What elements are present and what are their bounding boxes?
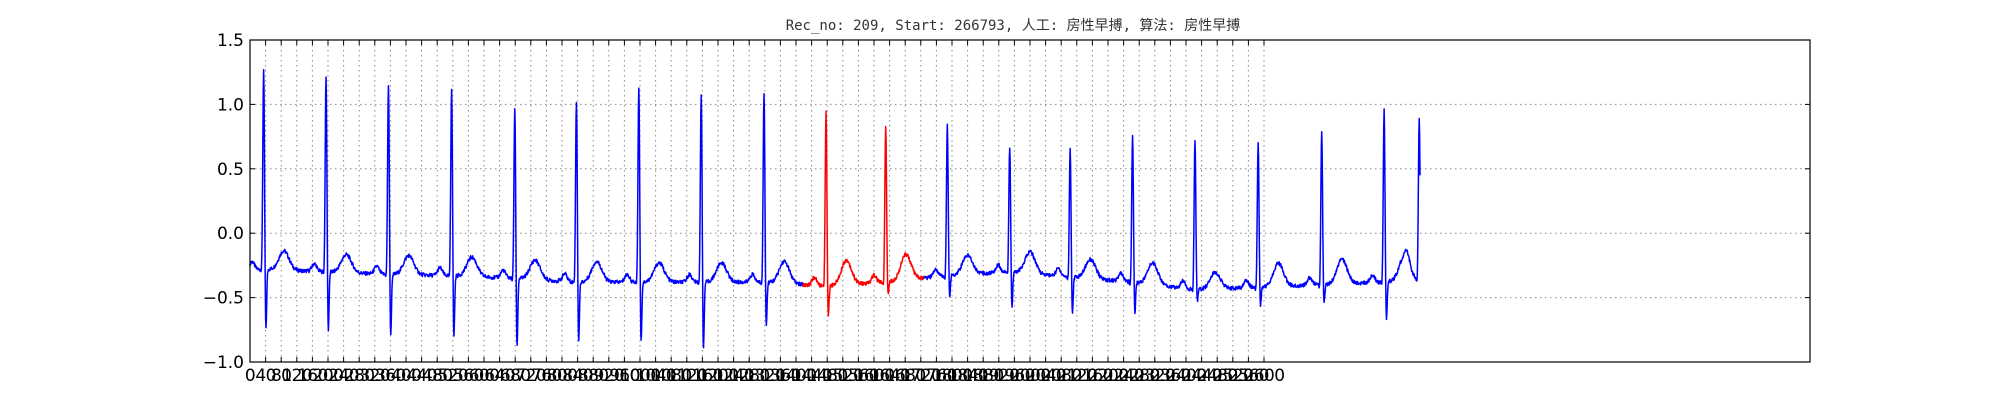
x-tick-label: 1840 (947, 366, 988, 386)
chart-title: Rec_no: 209, Start: 266793, 人工: 房性早搏, 算法… (786, 17, 1241, 34)
x-tick-label: 640 (484, 366, 515, 386)
ecg-beat-segment (863, 125, 926, 295)
x-tick-label: 960 (609, 366, 640, 386)
x-tick-label: 1680 (885, 366, 926, 386)
x-tick-label: 1600 (854, 366, 895, 386)
ecg-beat-segment (301, 76, 366, 332)
y-tick-label: 1.0 (217, 95, 244, 115)
x-tick-label: 200 (313, 366, 344, 386)
x-tick-label: 120 (281, 366, 312, 386)
ecg-beat-segment (677, 94, 742, 349)
x-tick-label: 0 (245, 366, 255, 386)
x-tick-label: 1400 (776, 366, 817, 386)
x-tick-label: 2080 (1041, 366, 1082, 386)
ecg-signal (249, 68, 1421, 349)
x-tick-label: 2040 (1025, 366, 1066, 386)
x-tick-label: 1320 (744, 366, 785, 386)
x-tick-label: 560 (453, 366, 484, 386)
x-tick-label: 1360 (760, 366, 801, 386)
y-axis-tick-labels: −1.0 −0.5 0.0 0.5 1.0 1.5 (203, 31, 244, 373)
x-tick-label: 1160 (682, 366, 723, 386)
x-tick-label: 1640 (869, 366, 910, 386)
x-tick-label: 2320 (1134, 366, 1175, 386)
x-tick-label: 720 (515, 366, 546, 386)
x-tick-label: 2240 (1103, 366, 1144, 386)
axis-ticks (249, 39, 1810, 363)
ecg-beat-segment (1108, 134, 1173, 315)
x-tick-label: 1920 (978, 366, 1019, 386)
ecg-beat-segment (1170, 139, 1236, 303)
x-tick-label: 1960 (994, 366, 1035, 386)
ecg-beat-segment (802, 110, 865, 317)
y-tick-label: −0.5 (203, 289, 244, 309)
x-tick-label: 480 (422, 366, 453, 386)
x-tick-label: 760 (531, 366, 562, 386)
ecg-beat-segment (427, 88, 492, 337)
x-tick-label: 1520 (822, 366, 863, 386)
x-tick-label: 880 (578, 366, 609, 386)
ecg-beat-segment (985, 147, 1049, 308)
x-tick-label: 2280 (1119, 366, 1160, 386)
x-tick-label: 1440 (791, 366, 832, 386)
ecg-beat-segment (614, 87, 679, 341)
ecg-beat-segment (1297, 131, 1362, 304)
y-tick-label: −1.0 (203, 353, 244, 373)
x-axis-tick-labels: 0 408012016020024028032036040044048052056… (245, 366, 1285, 386)
x-tick-label: 1800 (932, 366, 973, 386)
x-tick-label: 1480 (807, 366, 848, 386)
x-tick-label: 440 (406, 366, 437, 386)
x-tick-label: 1240 (713, 366, 754, 386)
x-tick-label: 160 (297, 366, 328, 386)
ecg-beat-segment (1047, 147, 1110, 314)
y-tick-label: 0.0 (217, 224, 244, 244)
x-tick-label: 1080 (651, 366, 692, 386)
ecg-beat-segment (739, 92, 804, 326)
x-tick-label: 680 (500, 366, 531, 386)
ecg-beat-segment (1408, 117, 1421, 282)
ecg-beat-segment (1359, 108, 1411, 321)
x-tick-label: 2400 (1166, 366, 1207, 386)
x-tick-label: 920 (593, 366, 624, 386)
x-tick-label: 1120 (666, 366, 707, 386)
x-tick-label: 2000 (1010, 366, 1051, 386)
y-tick-label: 0.5 (217, 160, 244, 180)
x-tick-label: 2120 (1056, 366, 1097, 386)
x-tick-label: 1040 (635, 366, 676, 386)
ecg-beat-segment (923, 123, 988, 298)
x-tick-label: 840 (562, 366, 593, 386)
x-tick-label: 2560 (1228, 366, 1269, 386)
x-tick-label: 320 (359, 366, 390, 386)
x-tick-label: 2600 (1244, 366, 1285, 386)
x-tick-label: 800 (547, 366, 578, 386)
x-tick-label: 280 (344, 366, 375, 386)
y-tick-label: 1.5 (217, 31, 244, 51)
x-tick-label: 600 (469, 366, 500, 386)
x-tick-label: 1560 (838, 366, 879, 386)
ecg-beat-segment (552, 101, 617, 342)
x-tick-label: 1880 (963, 366, 1004, 386)
x-tick-label: 1280 (729, 366, 770, 386)
x-tick-label: 2440 (1181, 366, 1222, 386)
x-tick-label: 520 (437, 366, 468, 386)
grid-lines (250, 40, 1810, 362)
x-tick-label: 1760 (916, 366, 957, 386)
x-tick-label: 2480 (1197, 366, 1238, 386)
ecg-beat-segment (249, 68, 304, 329)
x-tick-label: 1000 (620, 366, 661, 386)
ecg-beat-segment (364, 84, 429, 336)
x-tick-label: 80 (271, 366, 291, 386)
x-tick-label: 2360 (1150, 366, 1191, 386)
x-tick-label: 240 (328, 366, 359, 386)
x-tick-label: 360 (375, 366, 406, 386)
ecg-beat-segment (1233, 141, 1299, 308)
x-tick-label: 40 (255, 366, 275, 386)
x-tick-label: 2160 (1072, 366, 1113, 386)
x-tick-label: 2520 (1212, 366, 1253, 386)
x-tick-label: 1200 (698, 366, 739, 386)
x-tick-label: 2200 (1088, 366, 1129, 386)
x-tick-label: 400 (391, 366, 422, 386)
x-tick-label: 1720 (900, 366, 941, 386)
ecg-beat-segment (490, 108, 555, 346)
